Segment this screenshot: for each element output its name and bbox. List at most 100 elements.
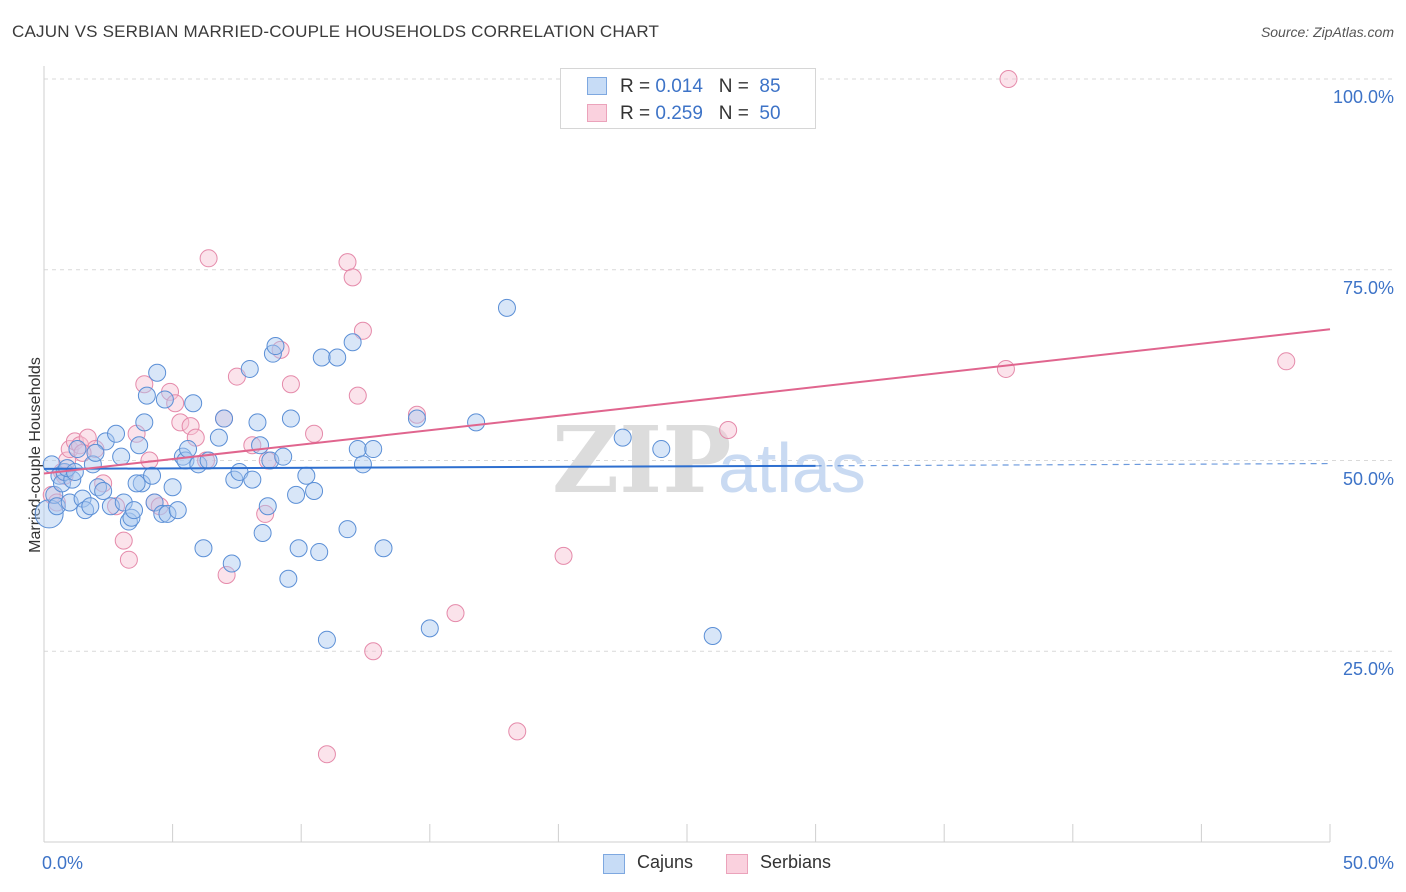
cajuns-point [163,478,182,497]
serbians-point [407,405,426,424]
cajuns-point [114,493,133,512]
cajuns-point [297,466,316,485]
cajuns-series [34,298,722,649]
serbians-point [135,375,154,394]
r-value: 0.014 [655,76,703,97]
cajuns-point [34,499,64,529]
serbians-point [181,417,200,436]
cajuns-point [96,432,115,451]
n-value: 85 [759,76,781,97]
cajuns-point [281,409,300,428]
y-tick-label: 100.0% [1332,87,1394,107]
r-value: 0.259 [655,103,703,124]
cajuns-point [137,386,156,405]
serbians-point [281,375,300,394]
cajuns-point [258,497,277,516]
serbians-point [353,321,372,340]
serbians-point [348,386,367,405]
serbians-point [554,546,573,565]
cajuns-point [353,455,372,474]
cajuns-point [132,474,151,493]
serbians-point [199,249,218,268]
cajuns-point [73,489,92,508]
cajuns-point [68,440,87,459]
cajuns-point [652,440,671,459]
cajuns-point [251,436,270,455]
cajuns-point [127,474,146,493]
serbians-point [996,359,1015,378]
cajuns-swatch [587,77,607,95]
cajuns-point [317,630,336,649]
r-label: R = [620,76,656,97]
watermark-atlas: atlas [718,429,866,507]
serbians-point [1277,352,1296,371]
cajuns-point [215,409,234,428]
correlation-legend: R = 0.014 N = 85 R = 0.259 N = 50 [560,68,816,129]
cajuns-point [287,485,306,504]
serbians-point [719,420,738,439]
cajuns-point [209,428,228,447]
serbians-point [305,424,324,443]
cajuns-point [65,462,84,481]
cajuns-point [148,363,167,382]
cajuns-point [222,554,241,573]
trend-lines [43,328,1331,475]
cajuns-point [338,520,357,539]
cajuns-point [243,470,262,489]
cajuns-point [94,482,113,501]
cajuns-point [613,428,632,447]
cajuns-point [248,413,267,432]
source-label: Source: ZipAtlas.com [1260,24,1394,40]
cajuns-point [703,626,722,645]
serbians-point [446,604,465,623]
n-label: N = [718,76,755,97]
cajuns-point [497,298,516,317]
cajuns-point [266,337,285,356]
cajuns-point [184,394,203,413]
serbians-point [364,642,383,661]
cajuns-point [194,539,213,558]
cajuns-point [305,482,324,501]
cajuns-point [130,436,149,455]
serbians-point [999,70,1018,88]
cajuns-point [310,543,329,562]
y-tick-label: 75.0% [1342,277,1394,298]
cajuns-swatch [603,854,625,874]
cajuns-point [364,440,383,459]
cajuns-point [135,413,154,432]
cajuns-point [81,497,100,516]
cajuns-point [143,466,162,485]
serbians-point [171,413,190,432]
serbians-point [343,268,362,287]
cajuns-point [328,348,347,367]
cajuns-point [374,539,393,558]
watermark-zip: ZIP [552,406,731,514]
cajuns-point [158,504,177,523]
cajuns-point [240,359,259,378]
r-label: R = [620,103,656,124]
n-value: 50 [759,103,781,124]
cajuns-point [125,501,144,520]
cajuns-point [86,443,105,462]
grid-lines [44,78,1392,652]
cajuns-point [289,539,308,558]
cajuns-point [253,523,272,542]
legend-label-serbians: Serbians [760,852,832,872]
cajuns-point [107,424,126,443]
serbians-point [119,550,138,569]
cajuns-point [168,501,187,520]
chart-title: CAJUN VS SERBIAN MARRIED-COUPLE HOUSEHOL… [12,22,660,41]
axes [43,66,1331,843]
cajuns-point [348,440,367,459]
serbians-point [166,394,185,413]
serbians-trend-line [43,328,1331,475]
cajuns-point [179,440,198,459]
serbians-point [508,722,527,741]
cajuns-point [312,348,331,367]
cajuns-point [343,333,362,352]
serbians-swatch [726,854,748,874]
cajuns-point [274,447,293,466]
cajuns-point [279,569,298,588]
